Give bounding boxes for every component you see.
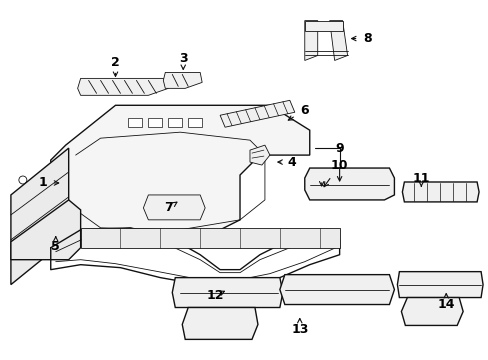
Text: 4: 4 <box>287 156 296 168</box>
Polygon shape <box>11 200 81 260</box>
Text: 12: 12 <box>206 289 224 302</box>
Polygon shape <box>128 118 142 127</box>
Polygon shape <box>143 195 205 220</box>
Text: 7: 7 <box>163 201 172 215</box>
Polygon shape <box>172 278 282 307</box>
Polygon shape <box>304 168 394 200</box>
Polygon shape <box>168 118 182 127</box>
Text: 10: 10 <box>330 158 347 172</box>
Polygon shape <box>188 118 202 127</box>
Polygon shape <box>220 100 294 127</box>
Text: 8: 8 <box>363 32 371 45</box>
Polygon shape <box>11 148 68 285</box>
Text: 14: 14 <box>437 298 454 311</box>
Text: 3: 3 <box>179 52 187 65</box>
Polygon shape <box>182 307 258 339</box>
Text: 6: 6 <box>300 104 308 117</box>
Polygon shape <box>279 275 394 305</box>
Text: 5: 5 <box>51 240 60 253</box>
Polygon shape <box>329 21 347 60</box>
Polygon shape <box>78 78 168 95</box>
Text: 13: 13 <box>290 323 308 336</box>
Text: 2: 2 <box>111 56 120 69</box>
Text: 1: 1 <box>39 176 47 189</box>
Text: 9: 9 <box>335 141 343 155</box>
Text: 11: 11 <box>412 171 429 185</box>
Polygon shape <box>81 228 339 248</box>
Polygon shape <box>163 72 202 88</box>
Polygon shape <box>304 21 317 60</box>
Polygon shape <box>148 118 162 127</box>
Polygon shape <box>249 145 269 165</box>
Polygon shape <box>402 182 478 202</box>
Polygon shape <box>304 21 342 31</box>
Polygon shape <box>397 272 482 298</box>
Polygon shape <box>51 105 309 240</box>
Polygon shape <box>401 298 462 325</box>
